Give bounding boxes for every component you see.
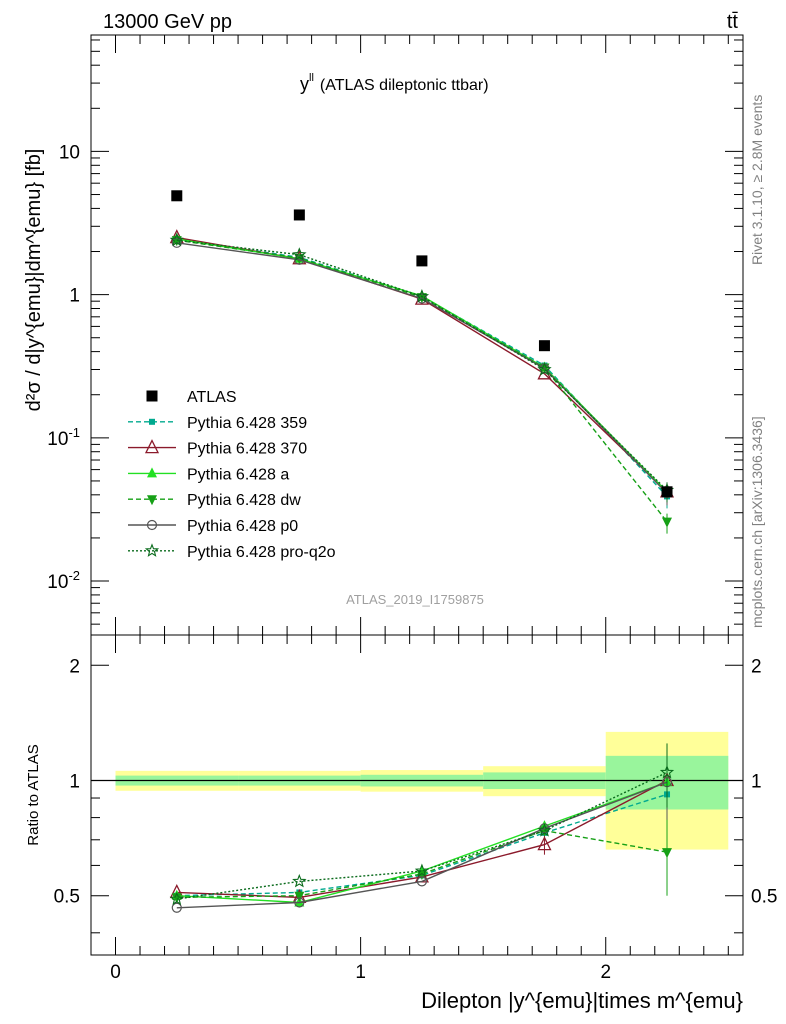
legend-marker <box>147 467 157 478</box>
legend: ATLAS Pythia 6.428 359 Pythia 6.428 370 Pyt… <box>128 389 336 561</box>
ratio-series-marker <box>171 893 182 904</box>
main-series-marker <box>171 237 182 248</box>
chart-title-rest: (ATLAS dileptonic ttbar) <box>320 77 489 94</box>
energy-label: 13000 GeV pp <box>103 11 232 33</box>
atlas-data-points <box>171 190 673 498</box>
main-series-group <box>169 232 675 503</box>
main-series-group <box>171 237 673 506</box>
ratio-axis-ticks: 0 1 2 2 2 1 1 0.5 0.5 <box>54 635 777 983</box>
ratio-series-marker <box>294 891 305 902</box>
main-series-marker <box>294 254 305 265</box>
x-axis-label: Dilepton |y^{emu}|times m^{emu} <box>421 988 743 1013</box>
ratio-series-marker <box>292 873 307 888</box>
ratio-y-tick-label-right: 1 <box>751 772 762 793</box>
main-y-tick-label: 10 <box>59 142 80 163</box>
watermark: ATLAS_2019_I1759875 <box>346 592 484 607</box>
chart-title-main: y <box>300 74 309 94</box>
legend-marker <box>149 418 155 425</box>
x-tick-label: 1 <box>355 962 366 983</box>
main-series-marker <box>292 247 307 261</box>
legend-label: Pythia 6.428 359 <box>187 415 307 432</box>
ratio-y-axis-label: Ratio to ATLAS <box>25 744 42 845</box>
ratio-series-marker <box>169 891 184 906</box>
legend-label: Pythia 6.428 370 <box>187 441 307 458</box>
ratio-series-marker <box>537 836 552 851</box>
legend-marker <box>144 439 160 454</box>
main-series-marker <box>537 362 552 376</box>
atlas-data-point <box>538 340 550 352</box>
ratio-series-marker <box>414 863 429 878</box>
main-series-layer <box>169 190 675 534</box>
main-axis-ticks: 10 1 10-1 10-2 <box>47 35 743 635</box>
ratio-uncertainty-bands <box>91 731 743 850</box>
main-y-tick-label: 1 <box>69 286 80 307</box>
main-panel: 10 1 10-1 10-2 <box>47 34 744 636</box>
main-y-tick-label: 10-2 <box>47 568 80 593</box>
legend-label: Pythia 6.428 dw <box>187 492 301 509</box>
x-tick-label: 0 <box>110 962 121 983</box>
legend-entry: ATLAS <box>146 389 237 406</box>
legend-marker <box>146 390 158 402</box>
ratio-y-tick-label-left: 1 <box>69 772 80 793</box>
atlas-data-point <box>661 486 673 498</box>
process-label: tt̄ <box>727 11 739 33</box>
main-series-line <box>176 239 668 491</box>
ratio-panel-frame <box>90 634 744 956</box>
ratio-y-tick-label-right: 0.5 <box>751 887 777 908</box>
x-tick-label: 2 <box>600 962 611 983</box>
source-label: mcplots.cern.ch [arXiv:1306.3436] <box>749 416 765 628</box>
ratio-series-group <box>171 817 673 904</box>
legend-label: Pythia 6.428 a <box>187 466 289 483</box>
legend-entry: Pythia 6.428 359 <box>128 415 307 432</box>
legend-entry: Pythia 6.428 dw <box>128 492 301 509</box>
ratio-series-line <box>176 771 668 900</box>
ratio-series-marker <box>537 823 552 837</box>
main-series-marker <box>414 288 430 303</box>
atlas-data-point <box>416 255 428 267</box>
ratio-series-group <box>169 743 675 906</box>
legend-entry: Pythia 6.428 pro-q2o <box>128 543 336 561</box>
rivet-label: Rivet 3.1.10, ≥ 2.8M events <box>749 95 765 265</box>
ratio-y-tick-label-right: 2 <box>751 656 762 677</box>
ratio-y-tick-label-left: 0.5 <box>54 887 80 908</box>
legend-marker <box>147 495 157 506</box>
legend-entry: Pythia 6.428 a <box>128 466 289 483</box>
main-series-group <box>171 236 673 534</box>
main-series-group <box>171 232 673 504</box>
ratio-series-marker <box>294 897 305 908</box>
legend-label: Pythia 6.428 p0 <box>187 518 298 535</box>
ratio-series-layer <box>169 743 675 913</box>
legend-label: ATLAS <box>187 389 237 406</box>
atlas-data-point <box>171 190 183 202</box>
ratio-series-marker <box>416 876 428 887</box>
legend-entry: Pythia 6.428 p0 <box>128 518 298 535</box>
main-series-marker <box>169 232 184 247</box>
ratio-series-marker <box>171 902 182 913</box>
y-axis-label: d²σ / d|y^{emu}|dm^{emu} [fb] <box>23 149 45 412</box>
main-y-tick-label: 10-1 <box>47 425 80 450</box>
main-series-line <box>176 238 668 497</box>
chart-title-sup: ll <box>309 72 314 84</box>
atlas-data-point <box>293 209 305 221</box>
ratio-series-line <box>176 793 668 897</box>
ratio-series-marker <box>659 764 675 779</box>
legend-entry: Pythia 6.428 370 <box>128 439 307 458</box>
ratio-y-tick-label-left: 2 <box>69 656 80 677</box>
legend-marker <box>144 543 160 557</box>
ratio-series-marker <box>662 848 673 859</box>
ratio-series-line <box>176 781 668 909</box>
legend-label: Pythia 6.428 pro-q2o <box>187 544 336 561</box>
legend-marker <box>146 519 158 531</box>
main-series-group <box>169 229 675 504</box>
ratio-series-line <box>176 829 668 899</box>
ratio-panel: 0 1 2 2 2 1 1 0.5 0.5 <box>54 634 777 983</box>
chart-title: yll (ATLAS dileptonic ttbar) <box>300 72 489 94</box>
ratio-series-line <box>176 781 668 904</box>
